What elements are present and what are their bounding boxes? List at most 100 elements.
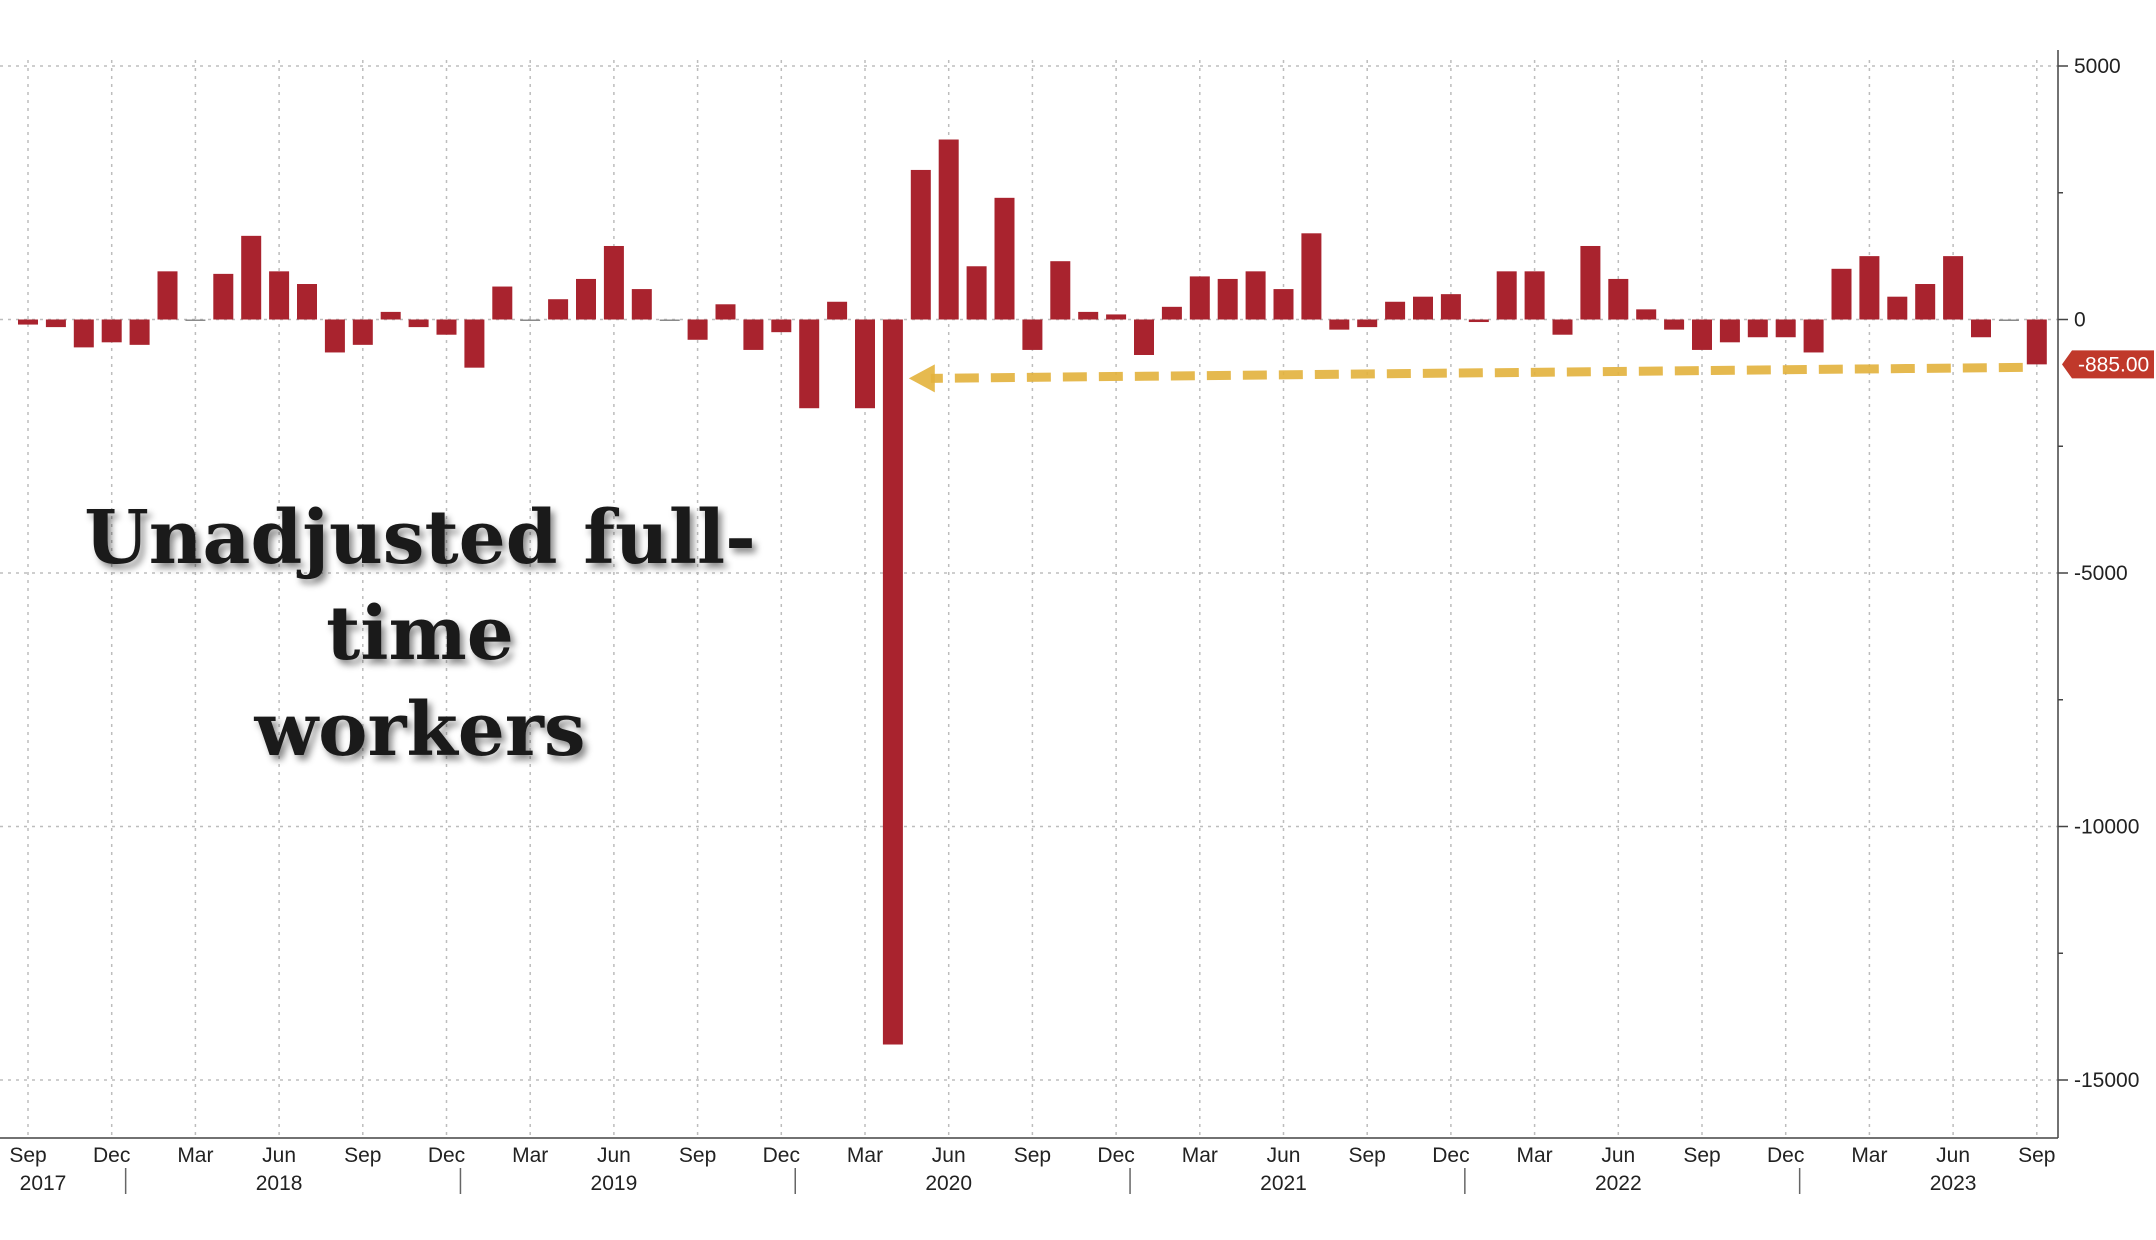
- bar: [771, 319, 792, 333]
- bar: [1747, 319, 1768, 338]
- bar: [631, 289, 652, 320]
- bar: [73, 319, 94, 348]
- bar: [1943, 256, 1964, 320]
- x-tick-label: Sep: [9, 1144, 46, 1167]
- x-tick-label: Mar: [1182, 1144, 1218, 1167]
- x-year-label: 2017: [20, 1172, 67, 1195]
- bar: [1385, 301, 1406, 320]
- bar: [603, 245, 624, 320]
- bar: [1134, 319, 1154, 355]
- bar: [1608, 278, 1629, 320]
- x-tick-label: Dec: [1767, 1144, 1804, 1167]
- bar: [1217, 278, 1238, 320]
- bar: [1692, 319, 1712, 350]
- bar: [1161, 306, 1182, 320]
- bar: [1831, 268, 1852, 320]
- bar: [1189, 276, 1210, 320]
- x-year-label: 2020: [925, 1172, 972, 1195]
- bar: [1859, 256, 1880, 320]
- bar: [994, 197, 1015, 320]
- bar: [1273, 289, 1294, 320]
- bar: [1468, 319, 1489, 323]
- x-tick-label: Mar: [1517, 1144, 1553, 1167]
- x-tick-label: Sep: [679, 1144, 716, 1167]
- bar: [1050, 261, 1071, 320]
- bar: [1329, 319, 1350, 330]
- bar: [408, 319, 429, 328]
- bar: [185, 319, 206, 321]
- bar: [520, 319, 541, 321]
- bar: [743, 319, 764, 350]
- x-tick-label: Mar: [177, 1144, 213, 1167]
- bar: [910, 169, 931, 320]
- x-tick-label: Jun: [1267, 1144, 1301, 1167]
- chart-title-line-1: Unadjusted full-time: [84, 495, 756, 677]
- x-tick-label: Sep: [1683, 1144, 1720, 1167]
- bar: [1413, 296, 1433, 320]
- callout-box: [2062, 350, 2154, 379]
- callout-value-label: -885.00: [2078, 353, 2149, 376]
- x-year-label: 2019: [591, 1172, 638, 1195]
- bar: [1106, 314, 1127, 320]
- bar: [157, 271, 178, 320]
- bar: [827, 301, 848, 320]
- bar: [1440, 294, 1461, 320]
- bar: [1496, 271, 1517, 320]
- bar: [1971, 319, 1991, 338]
- bar: [1775, 319, 1796, 338]
- bar: [1245, 271, 1266, 320]
- callout-arrow-head: [908, 364, 935, 393]
- x-tick-label: Mar: [512, 1144, 548, 1167]
- x-tick-label: Jun: [262, 1144, 296, 1167]
- x-tick-label: Dec: [1097, 1144, 1134, 1167]
- x-year-label: 2021: [1260, 1172, 1307, 1195]
- bar: [576, 278, 596, 320]
- bar: [1078, 311, 1099, 320]
- bar: [436, 319, 457, 335]
- x-tick-label: Jun: [932, 1144, 966, 1167]
- x-tick-label: Mar: [847, 1144, 883, 1167]
- bar: [45, 319, 66, 328]
- x-year-label: 2023: [1930, 1172, 1977, 1195]
- x-year-label: 2022: [1595, 1172, 1642, 1195]
- x-tick-label: Mar: [1851, 1144, 1887, 1167]
- bar: [213, 273, 234, 320]
- bar: [687, 319, 708, 340]
- x-tick-label: Dec: [428, 1144, 465, 1167]
- bar: [380, 311, 401, 320]
- x-tick-label: Jun: [1936, 1144, 1970, 1167]
- bar: [2026, 319, 2047, 365]
- x-tick-label: Sep: [1014, 1144, 1051, 1167]
- x-tick-label: Sep: [2018, 1144, 2055, 1167]
- bar: [1524, 271, 1545, 320]
- bar: [269, 271, 290, 320]
- bar: [492, 286, 513, 320]
- x-tick-label: Dec: [1432, 1144, 1469, 1167]
- x-tick-label: Jun: [597, 1144, 631, 1167]
- bar: [129, 319, 150, 345]
- bar: [1636, 309, 1657, 320]
- bar: [464, 319, 485, 368]
- chart-title: Unadjusted full-time workers: [20, 490, 820, 778]
- bar: [1580, 245, 1601, 320]
- y-tick-label: 0: [2074, 309, 2086, 332]
- bar: [352, 319, 373, 345]
- bar: [966, 266, 987, 320]
- bar: [101, 319, 122, 343]
- y-tick-label: -10000: [2074, 816, 2139, 839]
- bar: [1022, 319, 1043, 350]
- x-year-label: 2018: [256, 1172, 303, 1195]
- bar: [241, 235, 262, 320]
- bar: [659, 319, 680, 321]
- bar: [715, 304, 736, 320]
- bar: [324, 319, 345, 353]
- x-tick-label: Sep: [344, 1144, 381, 1167]
- x-tick-label: Sep: [1349, 1144, 1386, 1167]
- bar: [1664, 319, 1685, 330]
- bar: [1998, 319, 2019, 321]
- x-tick-label: Jun: [1601, 1144, 1635, 1167]
- bar: [882, 319, 903, 1045]
- bar: [297, 284, 317, 320]
